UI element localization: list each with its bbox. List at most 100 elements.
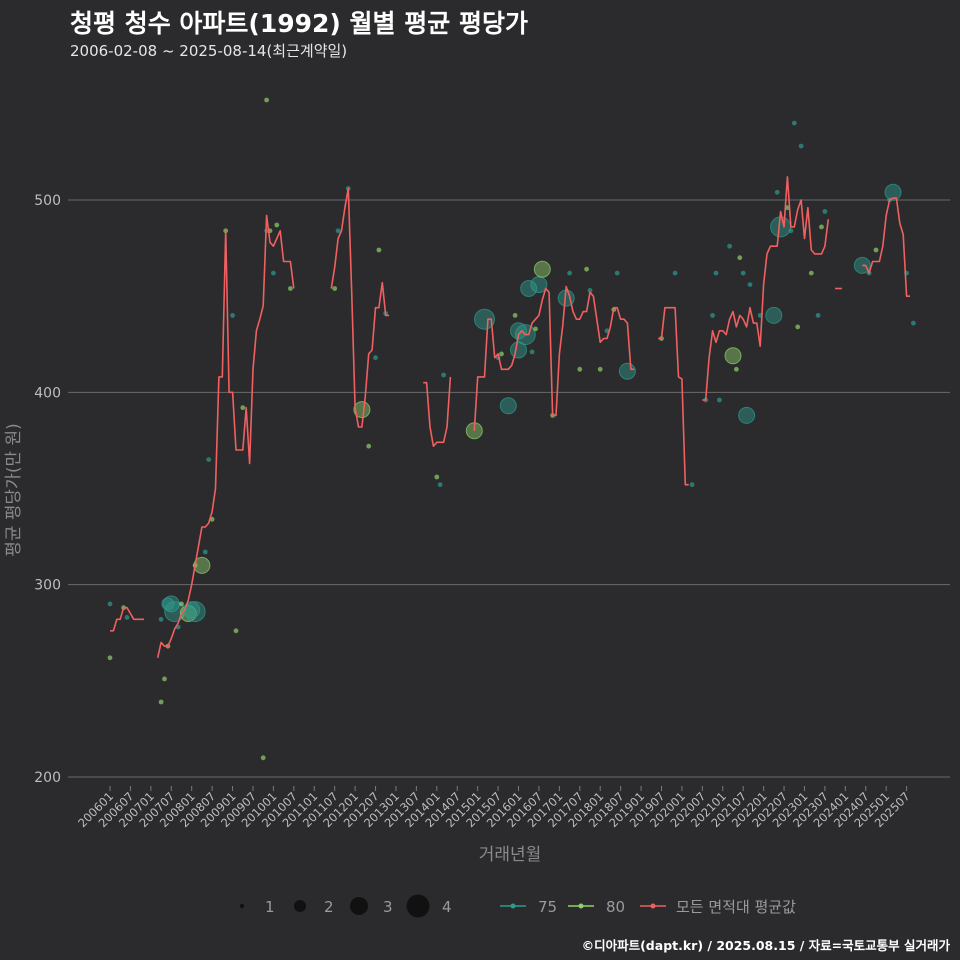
y-tick-400: 400 <box>34 385 61 401</box>
source-caption: ©디아파트(dapt.kr) / 2025.08.15 / 자료=국토교통부 실… <box>581 938 950 953</box>
point-80-63 <box>597 366 603 372</box>
x-axis-ticks: 2006012006072007012007072008012008072009… <box>75 786 913 830</box>
y-tick-500: 500 <box>34 193 61 209</box>
point-75-42 <box>441 372 446 378</box>
point-80-86 <box>785 205 790 211</box>
point-80-93 <box>819 224 824 230</box>
point-75-62 <box>587 288 593 293</box>
point-80-6 <box>162 676 167 682</box>
grid-lines <box>68 199 950 778</box>
legend-size-2 <box>294 900 306 912</box>
point-75-47 <box>499 397 517 415</box>
point-75-90 <box>798 143 804 149</box>
point-75-18 <box>202 549 208 555</box>
point-80-1 <box>107 655 113 661</box>
avg-line-segment-3 <box>423 376 452 447</box>
point-80-56 <box>533 260 551 278</box>
legend: 1 2 3 4 75 80 모든 면적대 평균값 <box>239 894 796 918</box>
point-80-46 <box>499 351 504 357</box>
y-tick-200: 200 <box>34 770 61 786</box>
point-80-38 <box>376 247 382 253</box>
point-75-80 <box>738 406 756 424</box>
point-80-54 <box>533 326 538 332</box>
point-80-26 <box>264 97 269 103</box>
point-75-74 <box>717 397 722 403</box>
point-80-61 <box>584 266 589 272</box>
point-75-75 <box>727 243 732 249</box>
point-75-87 <box>788 228 794 234</box>
y-tick-300: 300 <box>34 578 61 594</box>
legend-75-dot <box>510 903 516 909</box>
point-75-85 <box>770 216 792 238</box>
point-75-41 <box>437 482 443 488</box>
legend-size-2-label: 2 <box>324 898 334 916</box>
point-80-35 <box>353 401 371 419</box>
point-75-94 <box>822 209 828 214</box>
scatter-points <box>107 97 916 761</box>
y-axis-ticks: 200 300 400 500 <box>34 193 61 786</box>
point-75-101 <box>911 320 916 326</box>
point-75-79 <box>740 270 746 276</box>
legend-size-3-label: 3 <box>383 898 393 916</box>
point-75-3 <box>124 615 130 620</box>
legend-size-3 <box>350 897 368 915</box>
point-80-91 <box>808 270 814 276</box>
point-75-22 <box>230 313 236 318</box>
y-axis-title: 평균 평당가(만 원) <box>4 423 24 557</box>
point-75-4 <box>158 616 164 622</box>
point-75-83 <box>765 306 783 324</box>
avg-line-segment-8 <box>862 197 910 297</box>
point-80-77 <box>734 366 739 372</box>
legend-80-label: 80 <box>606 898 625 916</box>
point-75-70 <box>689 482 695 488</box>
point-80-60 <box>577 366 583 372</box>
average-line <box>110 176 910 658</box>
point-80-40 <box>434 474 440 480</box>
point-75-99 <box>884 183 902 201</box>
avg-line-segment-4 <box>473 285 635 431</box>
point-75-0 <box>107 601 113 607</box>
point-80-48 <box>512 313 518 318</box>
point-80-23 <box>233 628 239 634</box>
legend-avg-dot <box>650 903 656 909</box>
point-80-76 <box>724 347 742 365</box>
point-80-17 <box>193 556 211 574</box>
chart-title: 청평 청수 아파트(1992) 월별 평균 평당가 <box>70 9 528 38</box>
legend-size-4-label: 4 <box>442 898 452 916</box>
point-75-66 <box>614 270 620 276</box>
legend-80-dot <box>578 903 584 909</box>
legend-size-1-label: 1 <box>265 898 275 916</box>
point-75-53 <box>529 349 535 355</box>
point-75-92 <box>815 313 821 318</box>
point-80-78 <box>737 255 743 261</box>
legend-75-label: 75 <box>538 898 557 916</box>
legend-size-4 <box>406 894 430 918</box>
legend-avg-label: 모든 면적대 평균값 <box>676 898 796 916</box>
chart-subtitle: 2006-02-08 ~ 2025-08-14(최근계약일) <box>70 42 348 60</box>
point-75-44 <box>474 308 495 330</box>
point-75-19 <box>206 457 212 462</box>
avg-line-segment-5 <box>658 306 689 486</box>
point-75-73 <box>713 270 719 276</box>
point-75-88 <box>791 120 797 126</box>
point-80-97 <box>873 247 879 253</box>
point-80-32 <box>332 286 338 291</box>
point-75-84 <box>774 189 780 195</box>
point-80-24 <box>240 405 246 411</box>
avg-line-segment-0 <box>110 606 144 632</box>
point-80-12 <box>179 601 184 607</box>
point-80-25 <box>260 755 266 761</box>
legend-size-1 <box>239 903 245 909</box>
point-80-31 <box>288 286 293 291</box>
avg-line-segment-6 <box>702 176 830 401</box>
point-75-33 <box>335 228 341 234</box>
point-80-5 <box>158 699 164 705</box>
point-75-29 <box>271 270 276 276</box>
x-axis-title: 거래년월 <box>479 845 542 865</box>
avg-line-segment-2 <box>330 187 390 428</box>
point-75-67 <box>618 362 636 380</box>
point-75-72 <box>710 313 715 318</box>
point-75-69 <box>672 270 678 276</box>
point-75-52 <box>520 280 538 297</box>
